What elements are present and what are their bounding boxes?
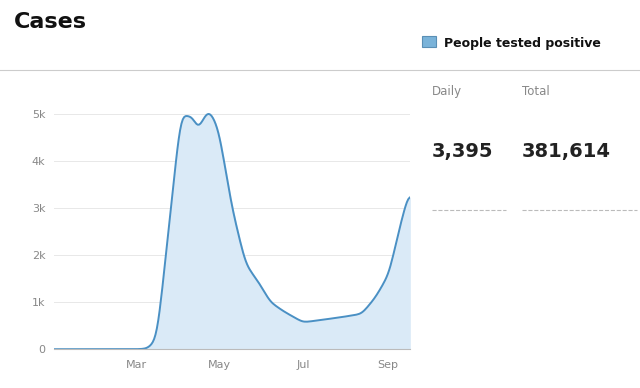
Text: Cases: Cases xyxy=(14,12,87,32)
Text: 3,395: 3,395 xyxy=(432,142,493,161)
Text: Total: Total xyxy=(522,85,549,99)
Text: 381,614: 381,614 xyxy=(522,142,611,161)
Text: People tested positive: People tested positive xyxy=(444,37,601,50)
Text: Daily: Daily xyxy=(432,85,462,99)
